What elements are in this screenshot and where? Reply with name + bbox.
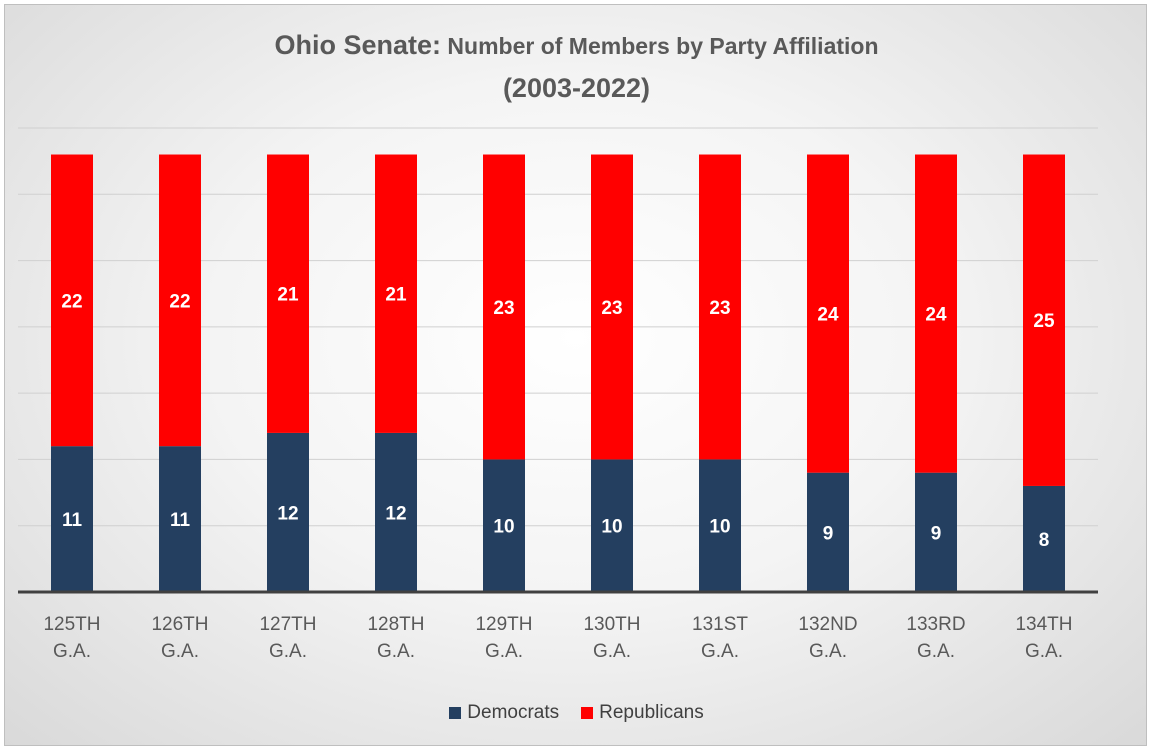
legend-item-republicans: Republicans <box>581 702 704 724</box>
chart-subtitle: (2003-2022) <box>502 73 651 103</box>
legend-item-democrats: Democrats <box>449 702 559 724</box>
bar-republicans-1 <box>51 154 93 447</box>
legend-swatch <box>581 707 594 719</box>
bar-republicans-8 <box>807 154 849 473</box>
data-label-democrats-5: 10 <box>493 517 514 538</box>
bar-democrats-2 <box>159 446 201 592</box>
data-label-democrats-10: 8 <box>1039 530 1050 551</box>
x-tick-label-6: 130TH G.A. <box>583 614 640 662</box>
bar-republicans-7 <box>699 154 741 460</box>
data-label-republicans-4: 21 <box>385 285 407 306</box>
legend: Democrats Republicans <box>0 702 1153 724</box>
x-tick-label-4: 128TH G.A. <box>367 614 424 662</box>
bar-democrats-10 <box>1023 485 1065 592</box>
x-tick-label-8: 132ND G.A. <box>798 614 857 662</box>
data-label-republicans-8: 24 <box>817 305 839 326</box>
bar-republicans-2 <box>159 154 201 447</box>
data-label-republicans-2: 22 <box>169 291 190 312</box>
x-tick-label-7: 131ST G.A. <box>692 614 748 662</box>
bar-democrats-9 <box>915 472 957 592</box>
x-tick-label-3: 127TH G.A. <box>259 614 316 662</box>
bar-republicans-9 <box>915 154 957 473</box>
data-label-democrats-9: 9 <box>931 523 942 544</box>
data-label-republicans-9: 24 <box>925 305 947 326</box>
data-label-democrats-2: 11 <box>170 510 191 531</box>
title-part-2: Number of Members by Party Affiliation <box>441 33 879 59</box>
bar-republicans-10 <box>1023 154 1065 486</box>
bar-republicans-5 <box>483 154 525 460</box>
bar-democrats-3 <box>267 432 309 592</box>
bar-republicans-3 <box>267 154 309 433</box>
data-label-republicans-5: 23 <box>493 298 514 319</box>
data-label-democrats-1: 11 <box>62 510 83 531</box>
bar-democrats-7 <box>699 459 741 592</box>
legend-label: Democrats <box>467 702 560 723</box>
bar-democrats-6 <box>591 459 633 592</box>
x-tick-label-10: 134TH G.A. <box>1015 614 1072 662</box>
bar-democrats-1 <box>51 446 93 592</box>
data-label-democrats-4: 12 <box>385 503 406 524</box>
x-tick-label-9: 133RD G.A. <box>906 614 965 662</box>
x-tick-label-1: 125TH G.A. <box>43 614 100 662</box>
legend-swatch <box>449 707 462 719</box>
data-label-republicans-7: 23 <box>709 298 730 319</box>
data-label-republicans-3: 21 <box>277 285 299 306</box>
data-label-republicans-6: 23 <box>601 298 622 319</box>
bar-republicans-4 <box>375 154 417 433</box>
chart-title: Ohio Senate: Number of Members by Party … <box>0 26 1153 107</box>
x-tick-label-5: 129TH G.A. <box>475 614 532 662</box>
data-label-republicans-1: 22 <box>61 291 82 312</box>
data-label-democrats-6: 10 <box>601 517 622 538</box>
x-tick-label-2: 126TH G.A. <box>151 614 208 662</box>
bar-democrats-8 <box>807 472 849 592</box>
bar-democrats-4 <box>375 432 417 592</box>
data-label-democrats-3: 12 <box>277 503 298 524</box>
bar-democrats-5 <box>483 459 525 592</box>
data-label-democrats-8: 9 <box>823 523 834 544</box>
bar-republicans-6 <box>591 154 633 460</box>
legend-label: Republicans <box>599 702 704 723</box>
data-label-democrats-7: 10 <box>709 517 730 538</box>
data-label-republicans-10: 25 <box>1033 311 1055 332</box>
title-part-1: Ohio Senate: <box>274 30 442 60</box>
title-main: Ohio Senate: Number of Members by Party … <box>274 30 878 60</box>
